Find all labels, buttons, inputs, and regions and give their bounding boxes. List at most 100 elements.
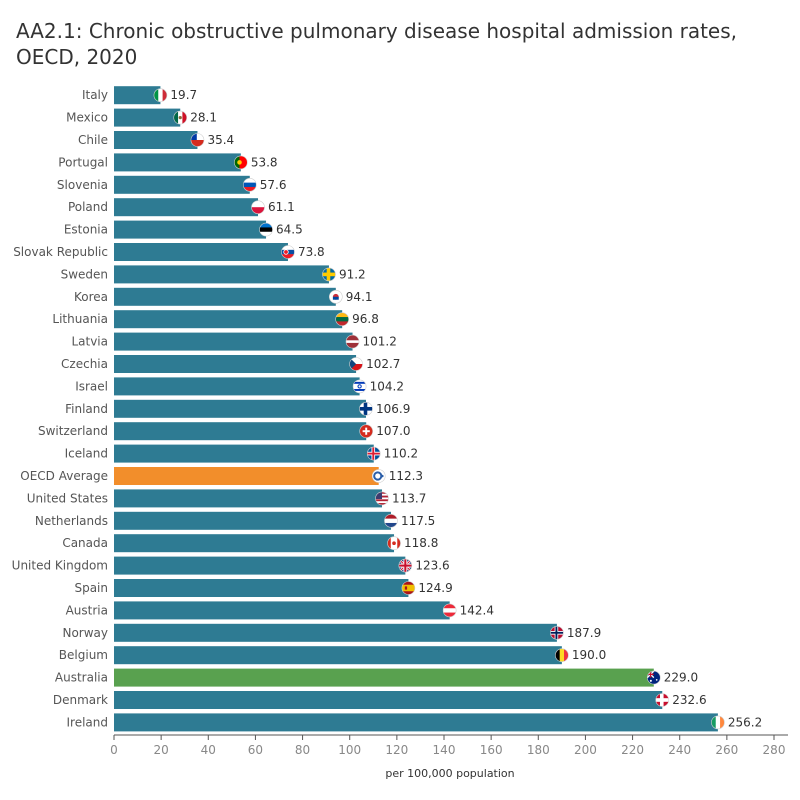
value-label: 124.9: [418, 581, 452, 595]
category-label: Mexico: [66, 111, 108, 125]
chile-flag-icon: [190, 133, 205, 147]
x-tick-label: 240: [668, 743, 691, 757]
value-label: 106.9: [376, 402, 410, 416]
bar-row: Czechia 102.7: [61, 355, 400, 373]
bar-row: Australia 229.0: [55, 668, 698, 687]
bar[interactable]: [114, 444, 374, 463]
australia-flag-icon: [646, 670, 661, 685]
bar[interactable]: [114, 175, 250, 194]
bar[interactable]: [114, 131, 198, 149]
belgium-flag-icon: [555, 648, 569, 663]
x-tick-label: 260: [715, 743, 738, 757]
bar[interactable]: [114, 422, 367, 441]
bar-row: Lithuania 96.8: [52, 310, 379, 329]
bar-row: Chile 35.4: [78, 131, 234, 149]
bar[interactable]: [114, 310, 343, 329]
bar-row: Israel 104.2: [75, 377, 404, 396]
value-label: 19.7: [170, 88, 197, 102]
value-label: 35.4: [207, 133, 234, 147]
value-label: 113.7: [392, 491, 426, 505]
bar-row: Poland 61.1: [68, 198, 295, 217]
bar[interactable]: [114, 646, 562, 665]
bar[interactable]: [114, 265, 329, 284]
value-label: 104.2: [370, 379, 404, 393]
bar[interactable]: [114, 243, 288, 261]
category-label: Finland: [65, 402, 108, 416]
category-label: Sweden: [61, 267, 108, 281]
category-label: Norway: [62, 626, 108, 640]
bar[interactable]: [114, 511, 391, 530]
x-tick-label: 80: [295, 743, 310, 757]
value-label: 96.8: [352, 312, 379, 326]
bar[interactable]: [114, 198, 259, 217]
bar-row: Spain 124.9: [74, 579, 453, 597]
category-label: Italy: [82, 88, 108, 102]
category-label: Austria: [66, 603, 108, 617]
portugal-flag-icon: [234, 155, 248, 170]
bar[interactable]: [114, 355, 357, 373]
bar[interactable]: [114, 467, 379, 485]
bar[interactable]: [114, 399, 366, 418]
usa-flag-icon: [375, 491, 389, 506]
x-tick-label: 200: [574, 743, 597, 757]
estonia-flag-icon: [259, 222, 273, 237]
category-label: Australia: [55, 671, 108, 685]
value-label: 256.2: [728, 715, 762, 729]
x-tick-label: 220: [621, 743, 644, 757]
bar[interactable]: [114, 220, 267, 239]
bar[interactable]: [114, 713, 718, 732]
bar[interactable]: [114, 579, 409, 597]
value-label: 123.6: [415, 559, 449, 573]
bar-row: Canada 118.8: [62, 534, 438, 553]
bar-row: Ireland 256.2: [66, 713, 762, 732]
category-label: United Kingdom: [12, 559, 108, 573]
bar-row: Denmark 232.6: [53, 691, 707, 709]
bar[interactable]: [114, 86, 161, 105]
x-axis-title: per 100,000 population: [385, 767, 514, 780]
x-tick-label: 0: [110, 743, 118, 757]
bar[interactable]: [114, 668, 654, 687]
bar[interactable]: [114, 691, 663, 709]
value-label: 110.2: [384, 447, 418, 461]
czechia-flag-icon: [349, 357, 363, 371]
bar[interactable]: [114, 377, 360, 396]
category-label: Chile: [78, 133, 108, 147]
category-label: Iceland: [65, 447, 108, 461]
bar[interactable]: [114, 534, 395, 553]
x-tick-label: 120: [385, 743, 408, 757]
x-tick-label: 40: [201, 743, 216, 757]
bar[interactable]: [114, 556, 406, 575]
x-tick-label: 60: [248, 743, 263, 757]
ireland-flag-icon: [711, 715, 725, 730]
bar[interactable]: [114, 489, 383, 508]
bar-row: United States 113.7: [27, 489, 426, 508]
iceland-flag-icon: [366, 446, 381, 461]
bar-row: Portugal 53.8: [58, 153, 278, 172]
category-label: Latvia: [71, 335, 108, 349]
value-label: 94.1: [346, 290, 373, 304]
category-label: Ireland: [66, 715, 108, 729]
category-label: OECD Average: [20, 469, 108, 483]
bar[interactable]: [114, 623, 557, 642]
bar[interactable]: [114, 332, 353, 351]
poland-flag-icon: [251, 200, 265, 214]
bar-row: Sweden 91.2: [61, 265, 366, 284]
category-label: United States: [27, 491, 108, 505]
value-label: 101.2: [363, 335, 397, 349]
value-label: 117.5: [401, 514, 435, 528]
bar[interactable]: [114, 153, 241, 172]
value-label: 102.7: [366, 357, 400, 371]
lithuania-flag-icon: [335, 312, 349, 327]
value-label: 187.9: [567, 626, 601, 640]
value-label: 107.0: [376, 424, 410, 438]
spain-flag-icon: [401, 581, 416, 595]
bar[interactable]: [114, 108, 181, 127]
bar[interactable]: [114, 287, 336, 306]
value-label: 64.5: [276, 223, 303, 237]
bar[interactable]: [114, 601, 450, 620]
value-label: 91.2: [339, 267, 366, 281]
bar-row: Slovak Republic 73.8: [13, 243, 325, 261]
oecd-logo-icon: [371, 469, 386, 483]
finland-flag-icon: [359, 401, 373, 416]
